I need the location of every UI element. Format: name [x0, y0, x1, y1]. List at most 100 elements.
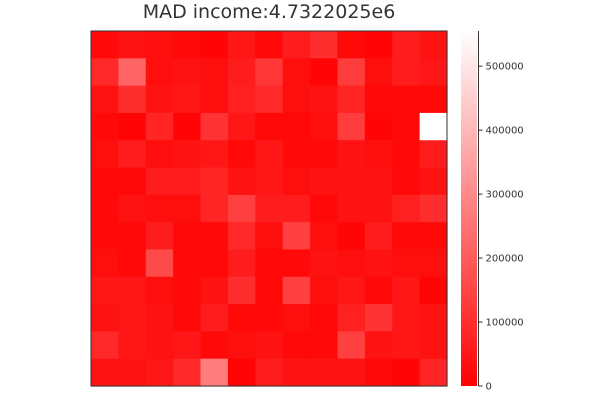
- colorbar-tick-label-5: 500000: [486, 62, 524, 73]
- heatmap-cell-r7-c7: [282, 222, 311, 251]
- heatmap-cell-r3-c4: [200, 112, 229, 141]
- heatmap-cell-r10-c9: [337, 304, 366, 332]
- heatmap-cell-r10-c11: [392, 304, 421, 332]
- heatmap-cell-r1-c7: [282, 58, 311, 87]
- heatmap-cell-r2-c0: [91, 85, 119, 114]
- heatmap-cell-r1-c4: [200, 58, 229, 87]
- heatmap-cell-r2-c8: [310, 85, 339, 114]
- heatmap-cell-r3-c1: [118, 112, 147, 141]
- colorbar-tick-label-1: 100000: [486, 318, 524, 329]
- heatmap-cell-r6-c3: [173, 194, 202, 223]
- heatmap-cell-r10-c4: [200, 304, 229, 332]
- colorbar-tick-label-2: 200000: [486, 254, 524, 265]
- heatmap-cell-r11-c12: [419, 331, 448, 360]
- heatmap-cell-r12-c4: [200, 358, 229, 387]
- heatmap-cell-r5-c0: [91, 167, 119, 196]
- heatmap-cell-r6-c8: [310, 194, 339, 223]
- heatmap-cell-r0-c10: [364, 31, 393, 59]
- heatmap-cell-r8-c0: [91, 249, 119, 278]
- heatmap-cell-r4-c6: [255, 140, 284, 169]
- heatmap-cell-r2-c4: [200, 85, 229, 114]
- heatmap-cell-r0-c11: [392, 31, 421, 59]
- colorbar-tick-label-3: 300000: [486, 190, 524, 201]
- heatmap-cell-r7-c8: [310, 222, 339, 251]
- heatmap-cell-r0-c6: [255, 31, 284, 59]
- heatmap-cell-r4-c4: [200, 140, 229, 169]
- heatmap-cell-r11-c9: [337, 331, 366, 360]
- heatmap-cell-r2-c3: [173, 85, 202, 114]
- heatmap-cell-r3-c3: [173, 112, 202, 141]
- heatmap-cell-r9-c10: [364, 276, 393, 305]
- heatmap-cell-r10-c0: [91, 304, 119, 332]
- heatmap-cell-r6-c9: [337, 194, 366, 223]
- heatmap-cell-r10-c8: [310, 304, 339, 332]
- heatmap-cell-r0-c5: [227, 31, 256, 59]
- heatmap-cell-r7-c10: [364, 222, 393, 251]
- heatmap-cell-r9-c6: [255, 276, 284, 305]
- heatmap-cell-r1-c0: [91, 58, 119, 87]
- heatmap-cell-r6-c2: [145, 194, 174, 223]
- heatmap-cell-r11-c5: [227, 331, 256, 360]
- heatmap-cell-r9-c12: [419, 276, 448, 305]
- heatmap-cell-r0-c9: [337, 31, 366, 59]
- heatmap-cell-r9-c9: [337, 276, 366, 305]
- heatmap-cell-r2-c5: [227, 85, 256, 114]
- heatmap-cell-r6-c7: [282, 194, 311, 223]
- heatmap-cell-r8-c1: [118, 249, 147, 278]
- heatmap-cell-r10-c12: [419, 304, 448, 332]
- heatmap-cell-r10-c2: [145, 304, 174, 332]
- heatmap-cell-r8-c8: [310, 249, 339, 278]
- heatmap-cell-r6-c4: [200, 194, 229, 223]
- heatmap-cell-r1-c10: [364, 58, 393, 87]
- heatmap-cell-r6-c6: [255, 194, 284, 223]
- heatmap-cell-r4-c7: [282, 140, 311, 169]
- heatmap-cell-r8-c7: [282, 249, 311, 278]
- heatmap-cell-r9-c1: [118, 276, 147, 305]
- heatmap-cell-r7-c11: [392, 222, 421, 251]
- heatmap-cell-r6-c0: [91, 194, 119, 223]
- heatmap-cell-r4-c12: [419, 140, 448, 169]
- heatmap-cell-r4-c3: [173, 140, 202, 169]
- heatmap-cell-r5-c1: [118, 167, 147, 196]
- heatmap-cell-r8-c6: [255, 249, 284, 278]
- heatmap-cell-r3-c10: [364, 112, 393, 141]
- heatmap-cell-r0-c2: [145, 31, 174, 59]
- heatmap-cell-r11-c4: [200, 331, 229, 360]
- colorbar-tick-label-4: 400000: [486, 126, 524, 137]
- colorbar: [461, 31, 477, 386]
- heatmap-cell-r0-c1: [118, 31, 147, 59]
- heatmap-cell-r10-c10: [364, 304, 393, 332]
- heatmap-cell-r0-c3: [173, 31, 202, 59]
- heatmap-cell-r12-c10: [364, 358, 393, 387]
- plot-frame: [90, 30, 448, 387]
- heatmap-cell-r8-c12: [419, 249, 448, 278]
- heatmap-cell-r0-c12: [419, 31, 448, 59]
- colorbar-tick-label-0: 0: [486, 382, 492, 393]
- heatmap-cell-r1-c12: [419, 58, 448, 87]
- heatmap-cell-r10-c6: [255, 304, 284, 332]
- heatmap-cell-r6-c5: [227, 194, 256, 223]
- heatmap-cell-r2-c7: [282, 85, 311, 114]
- heatmap-cell-r12-c2: [145, 358, 174, 387]
- heatmap-cell-r4-c8: [310, 140, 339, 169]
- heatmap-cell-r5-c5: [227, 167, 256, 196]
- heatmap-cell-r8-c4: [200, 249, 229, 278]
- heatmap-cell-r9-c4: [200, 276, 229, 305]
- heatmap-cell-r3-c8: [310, 112, 339, 141]
- heatmap-cell-r9-c2: [145, 276, 174, 305]
- heatmap-cell-r8-c3: [173, 249, 202, 278]
- heatmap-cell-r7-c5: [227, 222, 256, 251]
- heatmap-cell-r4-c5: [227, 140, 256, 169]
- heatmap-cell-r7-c12: [419, 222, 448, 251]
- heatmap-cell-r9-c11: [392, 276, 421, 305]
- heatmap-cell-r1-c1: [118, 58, 147, 87]
- heatmap-cell-r9-c0: [91, 276, 119, 305]
- heatmap-cell-r12-c12: [419, 358, 448, 387]
- heatmap-cell-r9-c7: [282, 276, 311, 305]
- heatmap-cell-r11-c11: [392, 331, 421, 360]
- heatmap-cell-r3-c9: [337, 112, 366, 141]
- heatmap-cell-r10-c1: [118, 304, 147, 332]
- heatmap-cell-r1-c8: [310, 58, 339, 87]
- chart-title: MAD income:4.7322025e6: [142, 1, 396, 23]
- heatmap-cell-r2-c2: [145, 85, 174, 114]
